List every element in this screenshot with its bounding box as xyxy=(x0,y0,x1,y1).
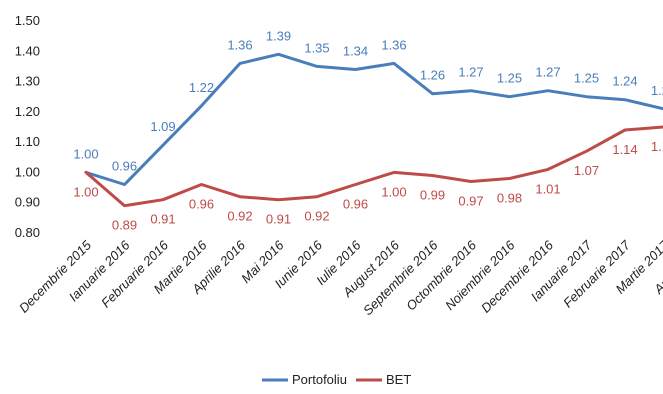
y-tick-label: 0.90 xyxy=(15,195,40,210)
data-label: 1.00 xyxy=(73,184,98,199)
series-line-bet xyxy=(84,125,663,208)
data-label: 1.36 xyxy=(381,37,406,52)
y-tick-label: 1.20 xyxy=(15,104,40,119)
data-label: 1.07 xyxy=(574,163,599,178)
legend-label: Portofoliu xyxy=(292,372,347,387)
data-label: 0.99 xyxy=(420,187,445,202)
data-label: 0.92 xyxy=(227,209,252,224)
data-label: 1.27 xyxy=(458,65,483,80)
data-label: 1.35 xyxy=(304,40,329,55)
data-label: 0.96 xyxy=(343,197,368,212)
x-tick-label: Februarie 2017 xyxy=(560,237,633,310)
data-label: 0.96 xyxy=(189,197,214,212)
y-tick-label: 0.80 xyxy=(15,225,40,240)
data-label: 1.39 xyxy=(266,28,291,43)
data-label: 1.34 xyxy=(343,43,368,58)
data-label: 0.89 xyxy=(112,218,137,233)
data-label: 0.97 xyxy=(458,194,483,209)
data-label: 1.25 xyxy=(574,71,599,86)
y-tick-label: 1.30 xyxy=(15,74,40,89)
data-label: 0.96 xyxy=(112,159,137,174)
data-label: 1.00 xyxy=(73,146,98,161)
data-label: 1.22 xyxy=(189,80,214,95)
data-label: 1.01 xyxy=(535,181,560,196)
data-label: 1.15 xyxy=(651,139,663,154)
data-label: 1.21 xyxy=(651,83,663,98)
data-label: 1.00 xyxy=(381,184,406,199)
x-tick-label: Februarie 2016 xyxy=(98,237,171,310)
data-label: 1.25 xyxy=(497,71,522,86)
data-label: 1.09 xyxy=(150,119,175,134)
data-label: 0.98 xyxy=(497,190,522,205)
y-tick-label: 1.40 xyxy=(15,43,40,58)
legend-label: BET xyxy=(386,372,411,387)
y-tick-label: 1.10 xyxy=(15,134,40,149)
series-line-portofoliu xyxy=(84,52,663,186)
data-label: 0.92 xyxy=(304,209,329,224)
data-label: 1.26 xyxy=(420,68,445,83)
data-label: 1.14 xyxy=(612,142,637,157)
y-tick-label: 1.00 xyxy=(15,164,40,179)
data-label: 1.36 xyxy=(227,37,252,52)
data-label: 0.91 xyxy=(150,212,175,227)
data-label: 0.91 xyxy=(266,212,291,227)
data-label: 1.24 xyxy=(612,74,637,89)
data-label: 1.27 xyxy=(535,65,560,80)
y-tick-label: 1.50 xyxy=(15,13,40,28)
